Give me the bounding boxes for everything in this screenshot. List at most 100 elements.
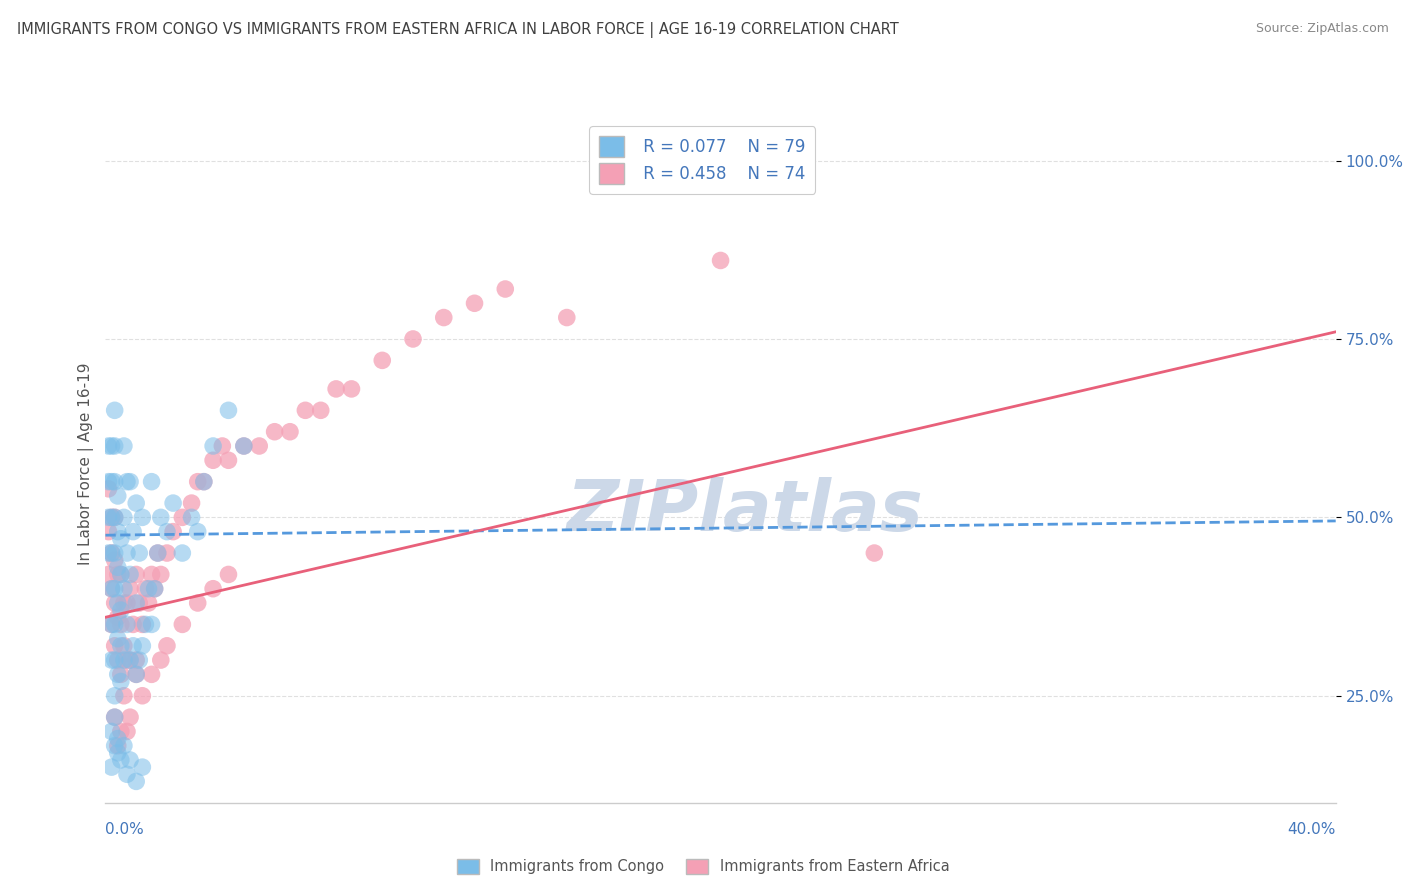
Point [104,510,127,524]
Point [149,567,172,582]
Point [104,639,127,653]
Point [128,653,150,667]
Point [143,582,166,596]
Point [309,403,332,417]
Point [112,639,135,653]
Point [120,710,141,724]
Point [863,546,886,560]
Point [180,496,202,510]
Point [112,510,135,524]
Point [100,617,122,632]
Point [104,739,127,753]
Point [125,653,148,667]
Point [131,639,153,653]
Point [104,689,127,703]
Point [100,582,122,596]
Point [107,610,129,624]
Point [156,524,179,539]
Point [107,632,129,646]
Point [112,582,135,596]
Point [128,546,150,560]
Point [141,567,163,582]
Point [115,475,138,489]
Point [187,524,209,539]
Point [104,710,127,724]
Point [202,582,225,596]
Point [97,475,120,489]
Y-axis label: In Labor Force | Age 16-19: In Labor Force | Age 16-19 [79,362,94,566]
Point [107,731,129,746]
Point [112,689,135,703]
Point [172,510,194,524]
Point [202,439,225,453]
Point [115,767,138,781]
Point [149,510,172,524]
Point [104,710,127,724]
Point [193,475,215,489]
Point [110,667,132,681]
Point [100,582,122,596]
Point [110,639,132,653]
Point [100,617,122,632]
Point [97,567,120,582]
Point [138,596,160,610]
Point [104,546,127,560]
Point [143,582,166,596]
Point [211,439,233,453]
Point [232,439,254,453]
Point [232,439,254,453]
Point [107,567,129,582]
Point [107,653,129,667]
Point [218,567,240,582]
Point [112,739,135,753]
Point [162,524,184,539]
Point [120,475,141,489]
Point [156,546,179,560]
Point [110,617,132,632]
Point [494,282,516,296]
Legend:  R = 0.077    N = 79,  R = 0.458    N = 74: R = 0.077 N = 79, R = 0.458 N = 74 [589,127,815,194]
Point [141,475,163,489]
Point [112,653,135,667]
Point [100,760,122,774]
Point [125,667,148,681]
Point [100,546,122,560]
Point [107,746,129,760]
Point [122,639,145,653]
Point [125,496,148,510]
Text: 40.0%: 40.0% [1288,822,1336,837]
Point [187,596,209,610]
Point [131,760,153,774]
Point [104,653,127,667]
Point [110,567,132,582]
Point [97,439,120,453]
Point [247,439,270,453]
Point [100,653,122,667]
Point [125,667,148,681]
Legend: Immigrants from Congo, Immigrants from Eastern Africa: Immigrants from Congo, Immigrants from E… [451,853,955,880]
Point [104,553,127,567]
Point [110,603,132,617]
Point [128,596,150,610]
Point [97,482,120,496]
Point [115,596,138,610]
Point [162,496,184,510]
Point [125,596,148,610]
Point [138,582,160,596]
Point [218,403,240,417]
Text: IMMIGRANTS FROM CONGO VS IMMIGRANTS FROM EASTERN AFRICA IN LABOR FORCE | AGE 16-: IMMIGRANTS FROM CONGO VS IMMIGRANTS FROM… [17,22,898,38]
Point [131,617,153,632]
Point [464,296,486,310]
Point [100,475,122,489]
Point [294,403,316,417]
Point [555,310,578,325]
Point [278,425,301,439]
Point [340,382,363,396]
Point [122,617,145,632]
Point [120,753,141,767]
Point [100,510,122,524]
Point [97,546,120,560]
Point [134,582,156,596]
Point [131,689,153,703]
Point [100,724,122,739]
